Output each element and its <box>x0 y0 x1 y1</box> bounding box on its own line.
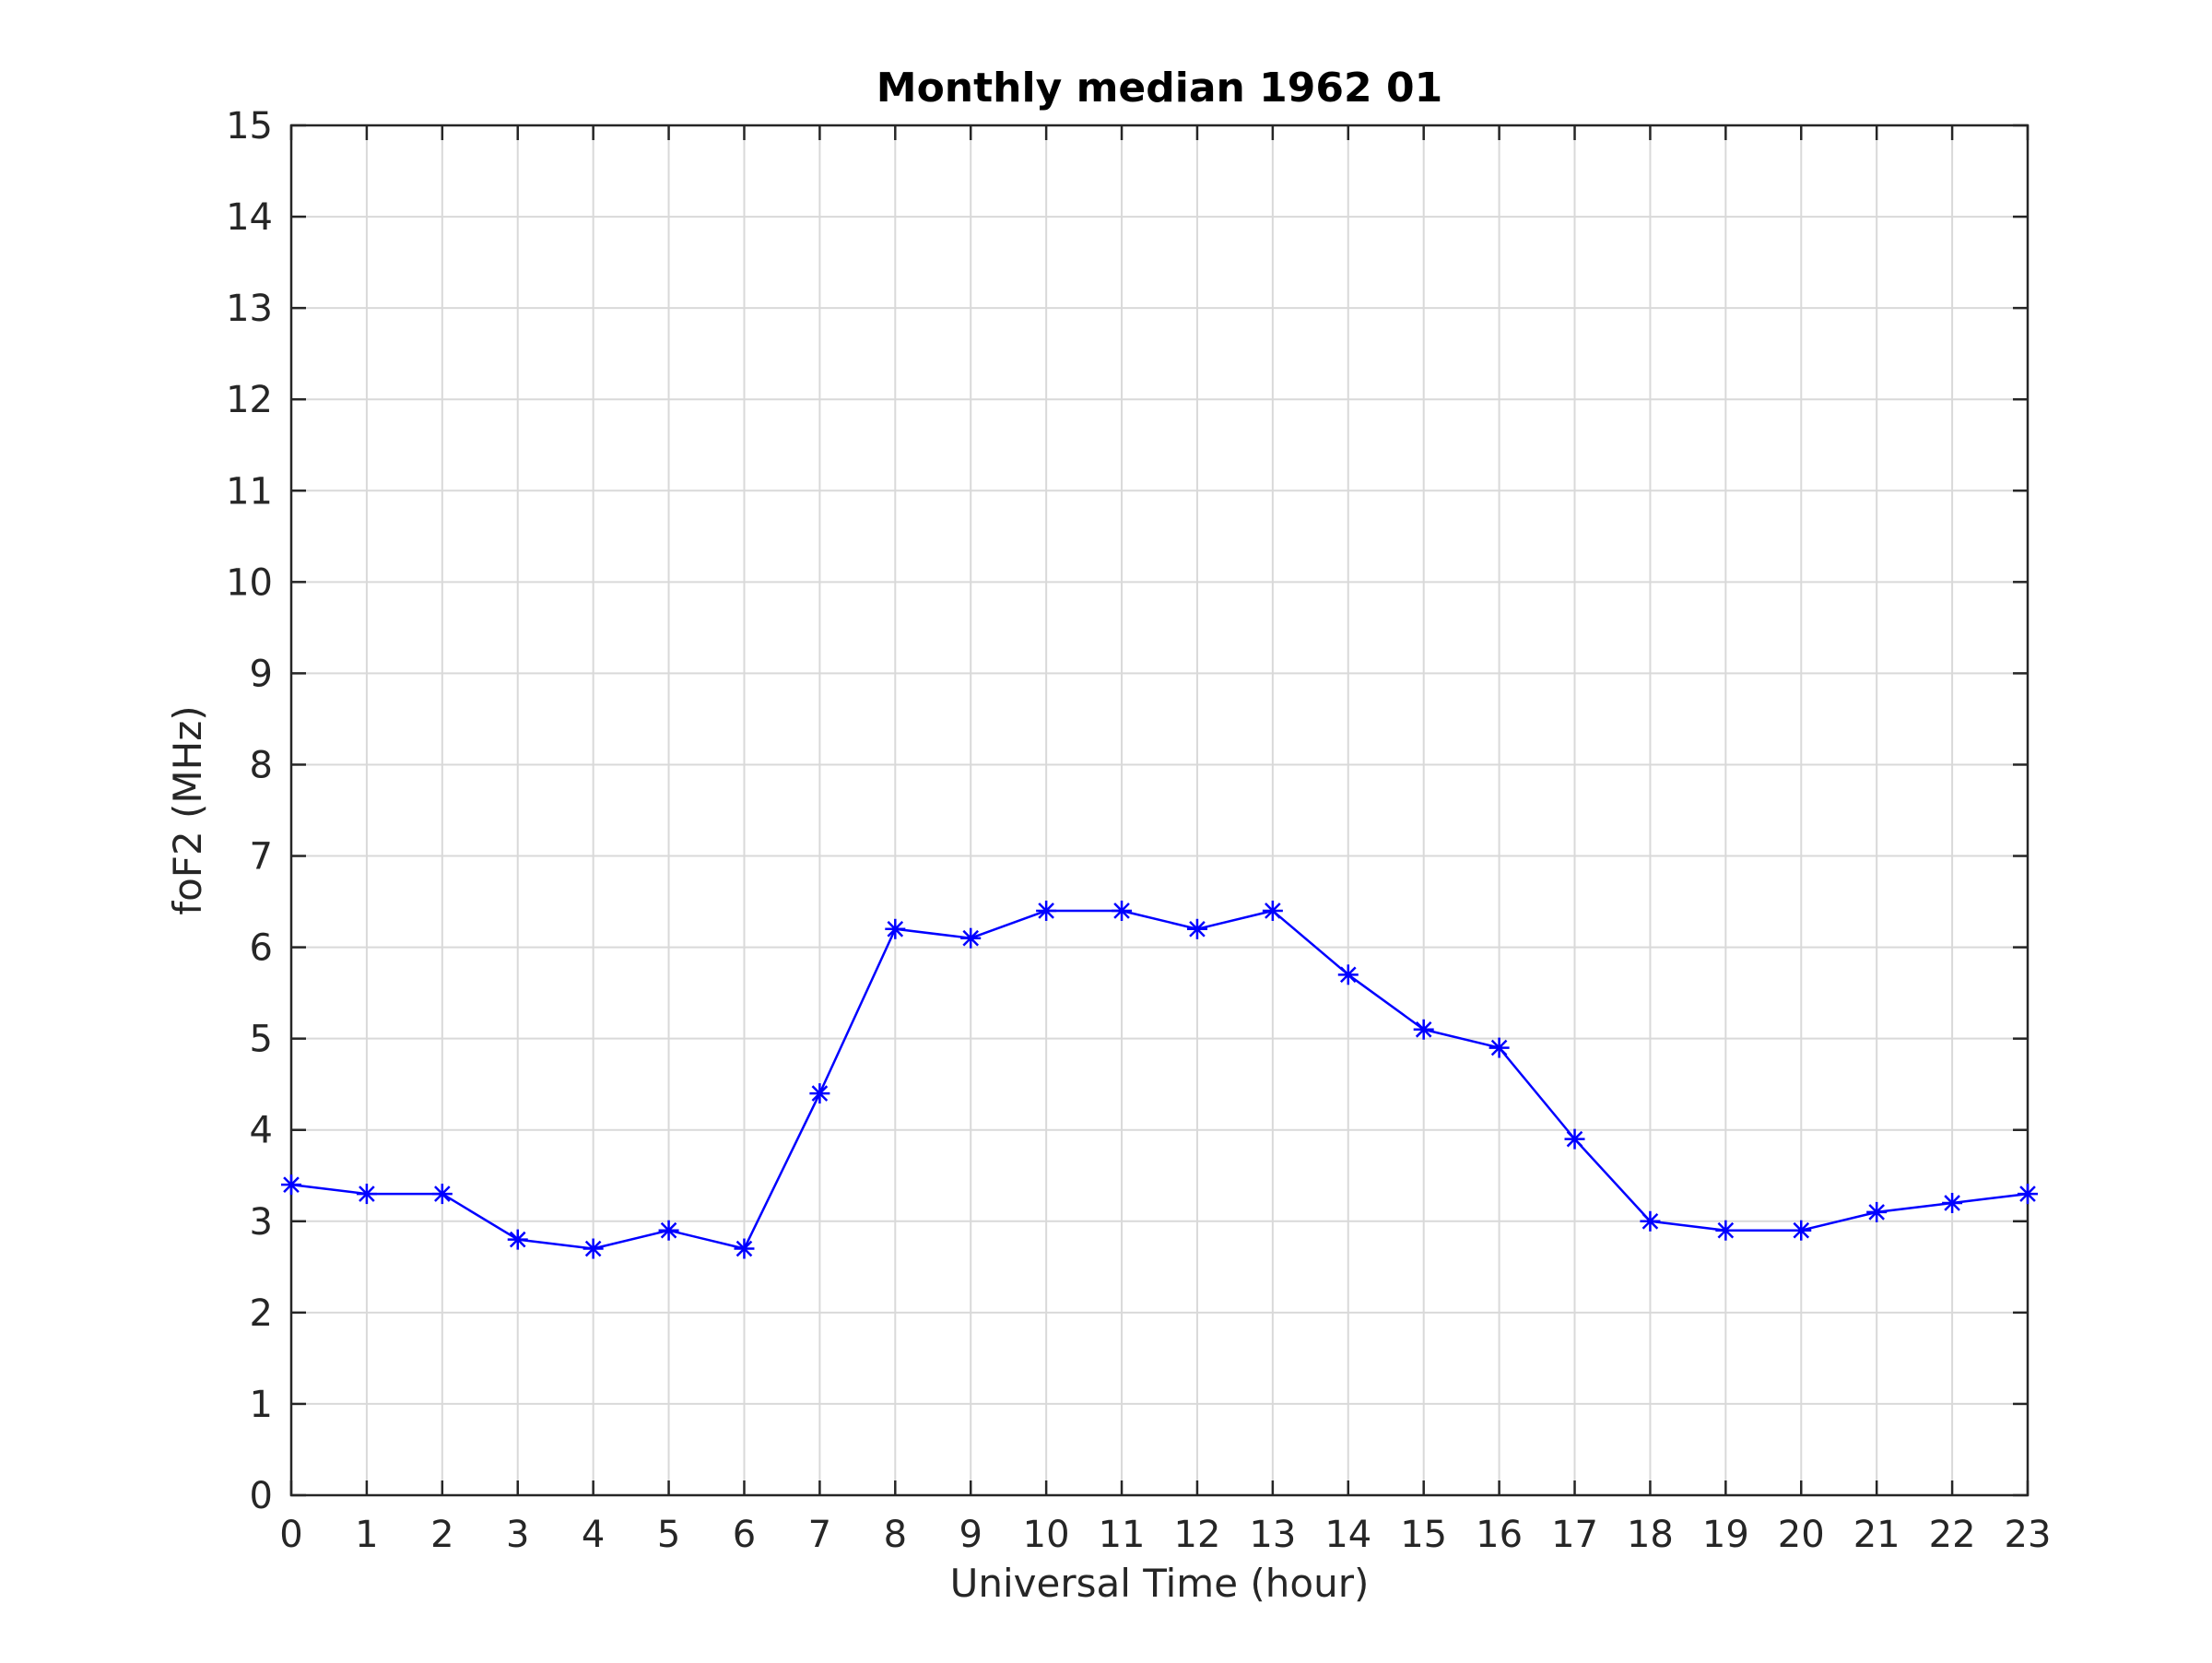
x-tick-label: 20 <box>1778 1514 1825 1556</box>
x-tick-label: 14 <box>1324 1514 1371 1556</box>
data-point-stroke <box>359 1185 375 1202</box>
y-tick-label: 11 <box>226 470 273 513</box>
data-point-stroke <box>1793 1221 1810 1239</box>
data-point-stroke <box>811 1085 829 1102</box>
x-tick-label: 4 <box>582 1514 605 1556</box>
data-point-stroke <box>1868 1204 1885 1221</box>
x-tick-label: 11 <box>1099 1514 1146 1556</box>
data-point-stroke <box>1944 1195 1960 1211</box>
x-tick-label: 22 <box>1929 1514 1976 1556</box>
y-tick-label: 10 <box>226 561 273 604</box>
x-tick-label: 19 <box>1702 1514 1749 1556</box>
x-tick-label: 13 <box>1249 1514 1296 1556</box>
data-point-stroke <box>1566 1130 1583 1148</box>
x-tick-label: 5 <box>657 1514 680 1556</box>
x-tick-label: 7 <box>808 1514 831 1556</box>
y-tick-label: 6 <box>250 927 273 970</box>
data-point-stroke <box>660 1221 677 1239</box>
data-point <box>809 1083 830 1104</box>
data-point-stroke <box>1415 1020 1432 1038</box>
data-point <box>1791 1220 1812 1241</box>
chart-title: Monthly median 1962 01 <box>877 65 1442 112</box>
x-tick-label: 10 <box>1023 1514 1070 1556</box>
y-tick-label: 5 <box>250 1019 273 1061</box>
data-point-stroke <box>584 1240 602 1257</box>
data-point <box>658 1220 679 1241</box>
data-point <box>1337 964 1359 985</box>
data-point <box>356 1184 377 1205</box>
data-point-stroke <box>1339 966 1357 984</box>
y-tick-label: 7 <box>250 836 273 879</box>
data-point <box>431 1184 453 1205</box>
data-point <box>960 927 982 949</box>
x-tick-label: 2 <box>430 1514 453 1556</box>
data-point <box>1036 900 1057 921</box>
data-point <box>582 1238 604 1259</box>
x-tick-label: 23 <box>2005 1514 2052 1556</box>
y-tick-label: 1 <box>250 1384 273 1426</box>
data-point <box>1640 1210 1661 1232</box>
x-tick-label: 15 <box>1400 1514 1447 1556</box>
x-tick-label: 17 <box>1551 1514 1598 1556</box>
data-point-stroke <box>887 920 904 938</box>
data-point <box>885 918 906 939</box>
data-point-stroke <box>962 929 980 947</box>
y-tick-label: 9 <box>250 653 273 695</box>
data-point <box>1186 918 1207 939</box>
data-point-stroke <box>1490 1039 1508 1056</box>
data-point-stroke <box>1189 920 1206 938</box>
y-axis-label: foF2 (MHz) <box>165 705 210 914</box>
data-point-stroke <box>283 1176 300 1193</box>
data-point-stroke <box>1265 902 1281 919</box>
data-point <box>1112 900 1133 921</box>
data-point <box>1564 1128 1585 1150</box>
x-tick-label: 9 <box>959 1514 982 1556</box>
data-point <box>1413 1019 1434 1040</box>
data-point-stroke <box>735 1240 753 1257</box>
x-tick-label: 6 <box>733 1514 756 1556</box>
y-tick-label: 0 <box>250 1475 273 1517</box>
data-point-stroke <box>509 1231 526 1248</box>
x-axis-label: Universal Time (hour) <box>950 1561 1370 1606</box>
y-tick-label: 2 <box>250 1292 273 1335</box>
data-point-stroke <box>1113 902 1130 919</box>
x-tick-label: 12 <box>1174 1514 1221 1556</box>
data-point <box>2018 1184 2038 1205</box>
data-point <box>1866 1201 1888 1222</box>
x-tick-label: 21 <box>1853 1514 1900 1556</box>
y-tick-label: 8 <box>250 744 273 786</box>
x-tick-label: 18 <box>1627 1514 1674 1556</box>
y-tick-label: 4 <box>250 1110 273 1152</box>
data-point-stroke <box>1038 902 1054 919</box>
y-tick-label: 15 <box>226 105 273 147</box>
data-point <box>281 1174 301 1196</box>
x-tick-label: 1 <box>355 1514 378 1556</box>
data-point <box>734 1238 755 1259</box>
y-tick-label: 3 <box>250 1201 273 1244</box>
axes-box <box>289 124 2030 1497</box>
data-point-stroke <box>2019 1185 2036 1202</box>
y-tick-label: 13 <box>226 288 273 330</box>
data-point <box>1942 1192 1963 1213</box>
x-tick-label: 8 <box>884 1514 907 1556</box>
data-point <box>1715 1220 1736 1241</box>
series-line <box>290 909 2029 1250</box>
x-tick-label: 3 <box>506 1514 529 1556</box>
data-point <box>1262 900 1283 921</box>
series-layer <box>281 900 2038 1259</box>
x-tick-label: 16 <box>1476 1514 1523 1556</box>
data-point <box>507 1229 528 1250</box>
y-tick-label: 12 <box>226 379 273 421</box>
data-point-stroke <box>434 1185 451 1202</box>
data-point-stroke <box>1717 1221 1735 1239</box>
x-tick-label: 0 <box>279 1514 302 1556</box>
data-point-stroke <box>1641 1212 1659 1230</box>
tick-labels: 0 1 2 3 4 5 6 7 8 9 10 11 12 13 14 15 16 17 18 19 20 21 22 2301… <box>226 105 2051 1556</box>
data-point <box>1488 1037 1510 1058</box>
y-tick-label: 14 <box>226 196 273 239</box>
